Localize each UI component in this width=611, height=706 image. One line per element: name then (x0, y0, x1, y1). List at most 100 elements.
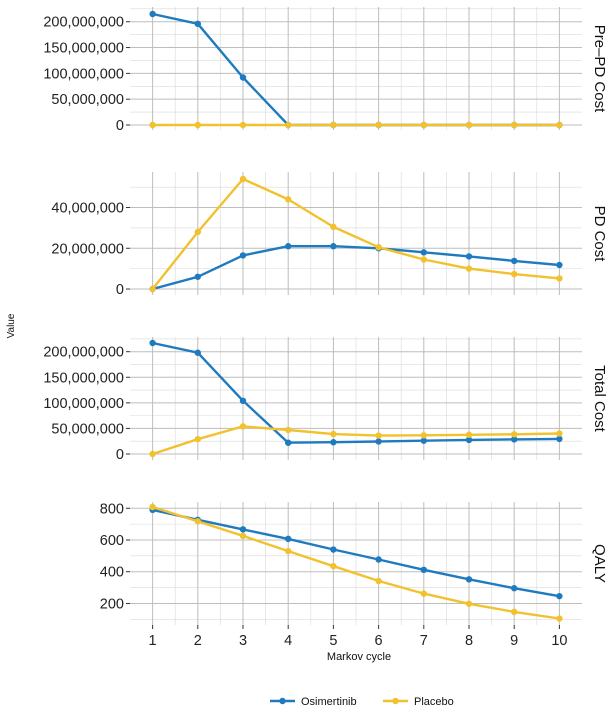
data-point-osimertinib (420, 437, 427, 444)
data-point-placebo (149, 121, 156, 129)
x-tick-label: 2 (194, 633, 202, 649)
data-point-osimertinib (285, 535, 292, 543)
x-axis: 1 2 3 4 5 6 7 8 9 10 (149, 625, 567, 649)
y-tick-label: 150,000,000 (43, 370, 124, 386)
series-placebo (149, 503, 563, 622)
y-tick-label: 200,000,000 (43, 15, 124, 31)
series-placebo (149, 175, 563, 293)
data-point-osimertinib (375, 556, 382, 563)
data-point-placebo (330, 121, 337, 129)
data-point-osimertinib (330, 546, 337, 553)
legend-item-placebo: Placebo (383, 696, 454, 706)
x-tick-label: 7 (420, 633, 428, 649)
panel-qaly: 200 400 600 800 QALY (100, 501, 608, 625)
data-point-osimertinib (465, 253, 473, 260)
y-tick-label: 200 (100, 596, 124, 612)
data-point-osimertinib (239, 397, 247, 405)
series-line-placebo (152, 505, 560, 620)
data-point-placebo (330, 430, 337, 438)
data-point-osimertinib (420, 566, 427, 574)
x-axis-title: Markov cycle (327, 651, 391, 663)
data-point-placebo (285, 121, 292, 129)
data-point-placebo (465, 600, 473, 607)
legend-marker-placebo (392, 697, 399, 705)
data-point-osimertinib (239, 526, 247, 533)
legend-item-osimertinib: Osimertinib (270, 696, 357, 706)
data-point-osimertinib (194, 20, 201, 28)
data-point-osimertinib (194, 273, 201, 280)
x-tick-label: 5 (329, 633, 337, 649)
data-point-placebo (420, 121, 427, 129)
data-point-placebo (239, 532, 247, 540)
data-point-osimertinib (556, 261, 563, 269)
data-point-placebo (556, 615, 563, 622)
series-osimertinib (149, 339, 563, 446)
x-tick-label: 8 (465, 633, 473, 649)
data-point-placebo (375, 432, 382, 439)
series-line-osimertinib (152, 341, 560, 444)
data-point-osimertinib (285, 243, 292, 250)
data-point-placebo (420, 256, 427, 263)
data-point-osimertinib (149, 339, 156, 347)
legend-label-placebo: Placebo (414, 696, 454, 706)
series-placebo (149, 423, 563, 458)
data-point-placebo (511, 431, 518, 438)
chart-panels: 0 50,000,000 100,000,000 150,000,000 200,000… (43, 7, 608, 625)
x-tick-label: 1 (149, 633, 157, 649)
data-point-placebo (239, 423, 247, 430)
data-point-placebo (375, 244, 382, 251)
series-osimertinib (149, 243, 563, 293)
data-point-osimertinib (556, 435, 563, 443)
y-tick-label: 50,000,000 (51, 92, 124, 108)
data-point-placebo (285, 547, 292, 555)
series-line-placebo (152, 425, 560, 456)
data-point-placebo (556, 275, 563, 282)
panel-total-cost: 0 50,000,000 100,000,000 150,000,000 200,000… (43, 337, 608, 463)
y-tick-label: 150,000,000 (43, 41, 124, 57)
data-point-osimertinib (420, 249, 427, 256)
data-point-placebo (194, 121, 201, 129)
data-point-placebo (149, 503, 156, 511)
data-point-placebo (465, 431, 473, 439)
y-tick-label: 40,000,000 (51, 201, 124, 217)
data-point-osimertinib (465, 436, 473, 444)
strip-label-pd-cost: PD Cost (591, 206, 608, 263)
y-axis-title: Value (6, 313, 17, 338)
data-point-placebo (330, 223, 337, 231)
data-point-osimertinib (556, 592, 563, 600)
y-tick-label: 0 (116, 447, 124, 463)
legend-marker-osimertinib (279, 697, 286, 705)
x-tick-label: 10 (551, 633, 567, 649)
x-tick-label: 3 (239, 633, 247, 649)
data-point-placebo (285, 196, 292, 203)
data-point-placebo (239, 121, 247, 129)
data-point-placebo (465, 121, 473, 129)
y-tick-label: 800 (100, 501, 124, 517)
x-tick-label: 9 (510, 633, 518, 649)
y-tick-label: 600 (100, 533, 124, 549)
y-tick-label: 100,000,000 (43, 396, 124, 412)
data-point-osimertinib (330, 439, 337, 446)
data-point-placebo (149, 450, 156, 458)
legend: Osimertinib Placebo (270, 696, 454, 706)
series-line-placebo (151, 177, 560, 290)
data-point-placebo (420, 432, 427, 439)
series-line-osimertinib (152, 244, 560, 291)
data-point-osimertinib (511, 436, 518, 443)
y-tick-label: 400 (100, 565, 124, 581)
data-point-osimertinib (511, 585, 518, 592)
data-point-placebo (556, 121, 563, 129)
data-point-placebo (511, 270, 518, 278)
data-point-placebo (511, 608, 518, 616)
data-point-osimertinib (330, 243, 337, 250)
panel-pd-cost: 0 20,000,000 40,000,000 PD Cost (51, 172, 608, 298)
data-point-placebo (556, 430, 563, 437)
data-point-osimertinib (194, 349, 201, 356)
strip-label-total-cost: Total Cost (591, 365, 608, 433)
y-tick-label: 20,000,000 (51, 241, 124, 257)
data-point-placebo (194, 435, 201, 443)
data-point-osimertinib (149, 10, 156, 18)
data-point-osimertinib (511, 257, 518, 265)
data-point-placebo (375, 121, 382, 129)
